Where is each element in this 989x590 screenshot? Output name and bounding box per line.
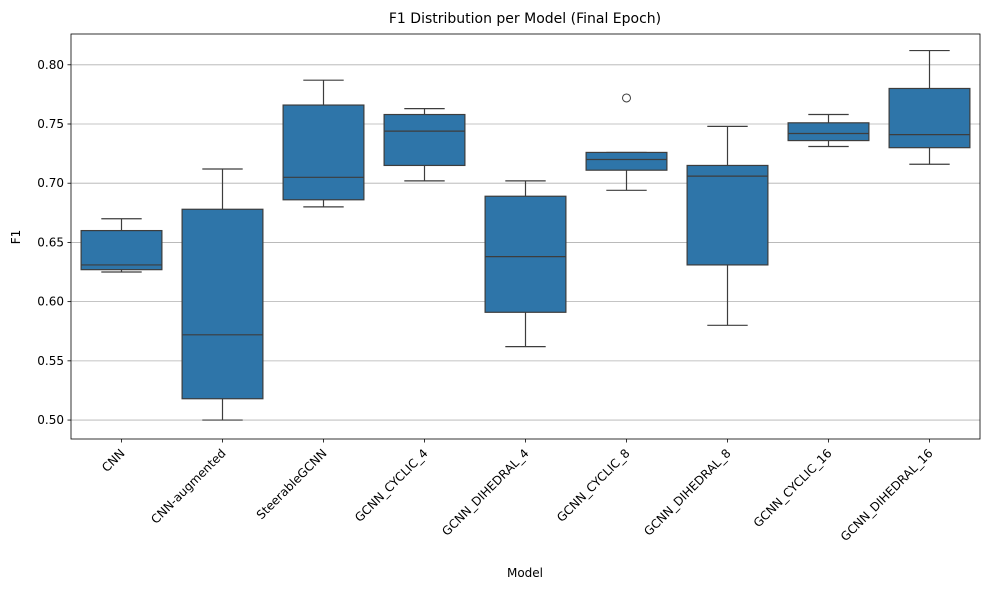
box-body — [585, 151, 668, 171]
box-gcnn_dihedral_16 — [888, 49, 971, 165]
y-tick-label: 0.55 — [37, 354, 64, 368]
box-body — [686, 164, 769, 266]
y-tick-label: 0.80 — [37, 58, 64, 72]
box-cnn-augmented — [181, 168, 264, 421]
x-axis-label: Model — [507, 566, 543, 580]
y-tick-label: 0.65 — [37, 235, 64, 249]
box-body — [80, 229, 163, 271]
y-tick-label: 0.75 — [37, 117, 64, 131]
y-tick-label: 0.70 — [37, 176, 64, 190]
box-series — [80, 49, 971, 421]
box-steerablegcnn — [282, 79, 365, 208]
box-gcnn_dihedral_4 — [484, 180, 567, 348]
box-gcnn_cyclic_16 — [787, 113, 870, 148]
y-axis-ticks: 0.50 0.55 0.60 0.65 0.70 0.75 0.80 — [37, 58, 71, 427]
chart-title: F1 Distribution per Model (Final Epoch) — [389, 11, 661, 27]
y-tick-label: 0.60 — [37, 295, 64, 309]
box-body — [484, 195, 567, 313]
box-gcnn_cyclic_4 — [383, 108, 466, 182]
box-gcnn_cyclic_8 — [585, 93, 668, 191]
box-gcnn_dihedral_8 — [686, 125, 769, 326]
y-axis-label: F1 — [9, 230, 23, 245]
box-body — [181, 208, 264, 400]
outlier-point — [622, 93, 631, 103]
box-cnn — [80, 218, 163, 273]
box-body — [888, 87, 971, 149]
box-body — [383, 113, 466, 167]
box-body — [787, 122, 870, 142]
y-tick-label: 0.50 — [37, 413, 64, 427]
box-body — [282, 104, 365, 201]
